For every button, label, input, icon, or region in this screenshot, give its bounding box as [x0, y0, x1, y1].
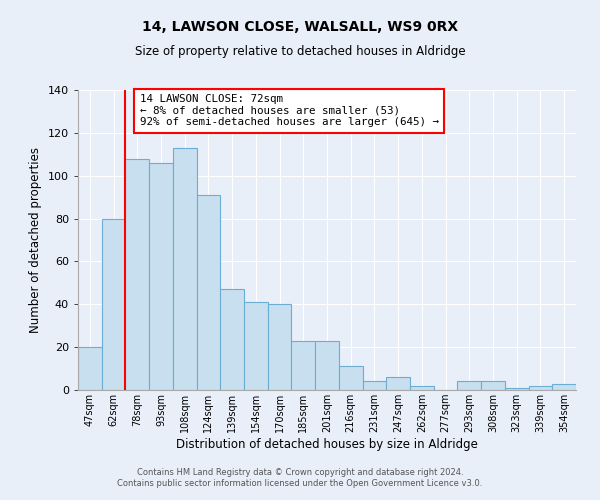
Bar: [149, 163, 173, 390]
Bar: [244, 302, 268, 390]
Bar: [505, 388, 529, 390]
Text: Size of property relative to detached houses in Aldridge: Size of property relative to detached ho…: [134, 45, 466, 58]
Bar: [552, 384, 576, 390]
Bar: [362, 382, 386, 390]
Text: Contains HM Land Registry data © Crown copyright and database right 2024.
Contai: Contains HM Land Registry data © Crown c…: [118, 468, 482, 487]
Bar: [457, 382, 481, 390]
Bar: [78, 347, 102, 390]
Bar: [481, 382, 505, 390]
X-axis label: Distribution of detached houses by size in Aldridge: Distribution of detached houses by size …: [176, 438, 478, 451]
Y-axis label: Number of detached properties: Number of detached properties: [29, 147, 42, 333]
Bar: [102, 218, 125, 390]
Bar: [220, 290, 244, 390]
Text: 14 LAWSON CLOSE: 72sqm
← 8% of detached houses are smaller (53)
92% of semi-deta: 14 LAWSON CLOSE: 72sqm ← 8% of detached …: [140, 94, 439, 128]
Bar: [292, 340, 315, 390]
Bar: [125, 158, 149, 390]
Bar: [268, 304, 292, 390]
Text: 14, LAWSON CLOSE, WALSALL, WS9 0RX: 14, LAWSON CLOSE, WALSALL, WS9 0RX: [142, 20, 458, 34]
Bar: [410, 386, 434, 390]
Bar: [315, 340, 339, 390]
Bar: [197, 195, 220, 390]
Bar: [339, 366, 362, 390]
Bar: [386, 377, 410, 390]
Bar: [173, 148, 197, 390]
Bar: [529, 386, 552, 390]
